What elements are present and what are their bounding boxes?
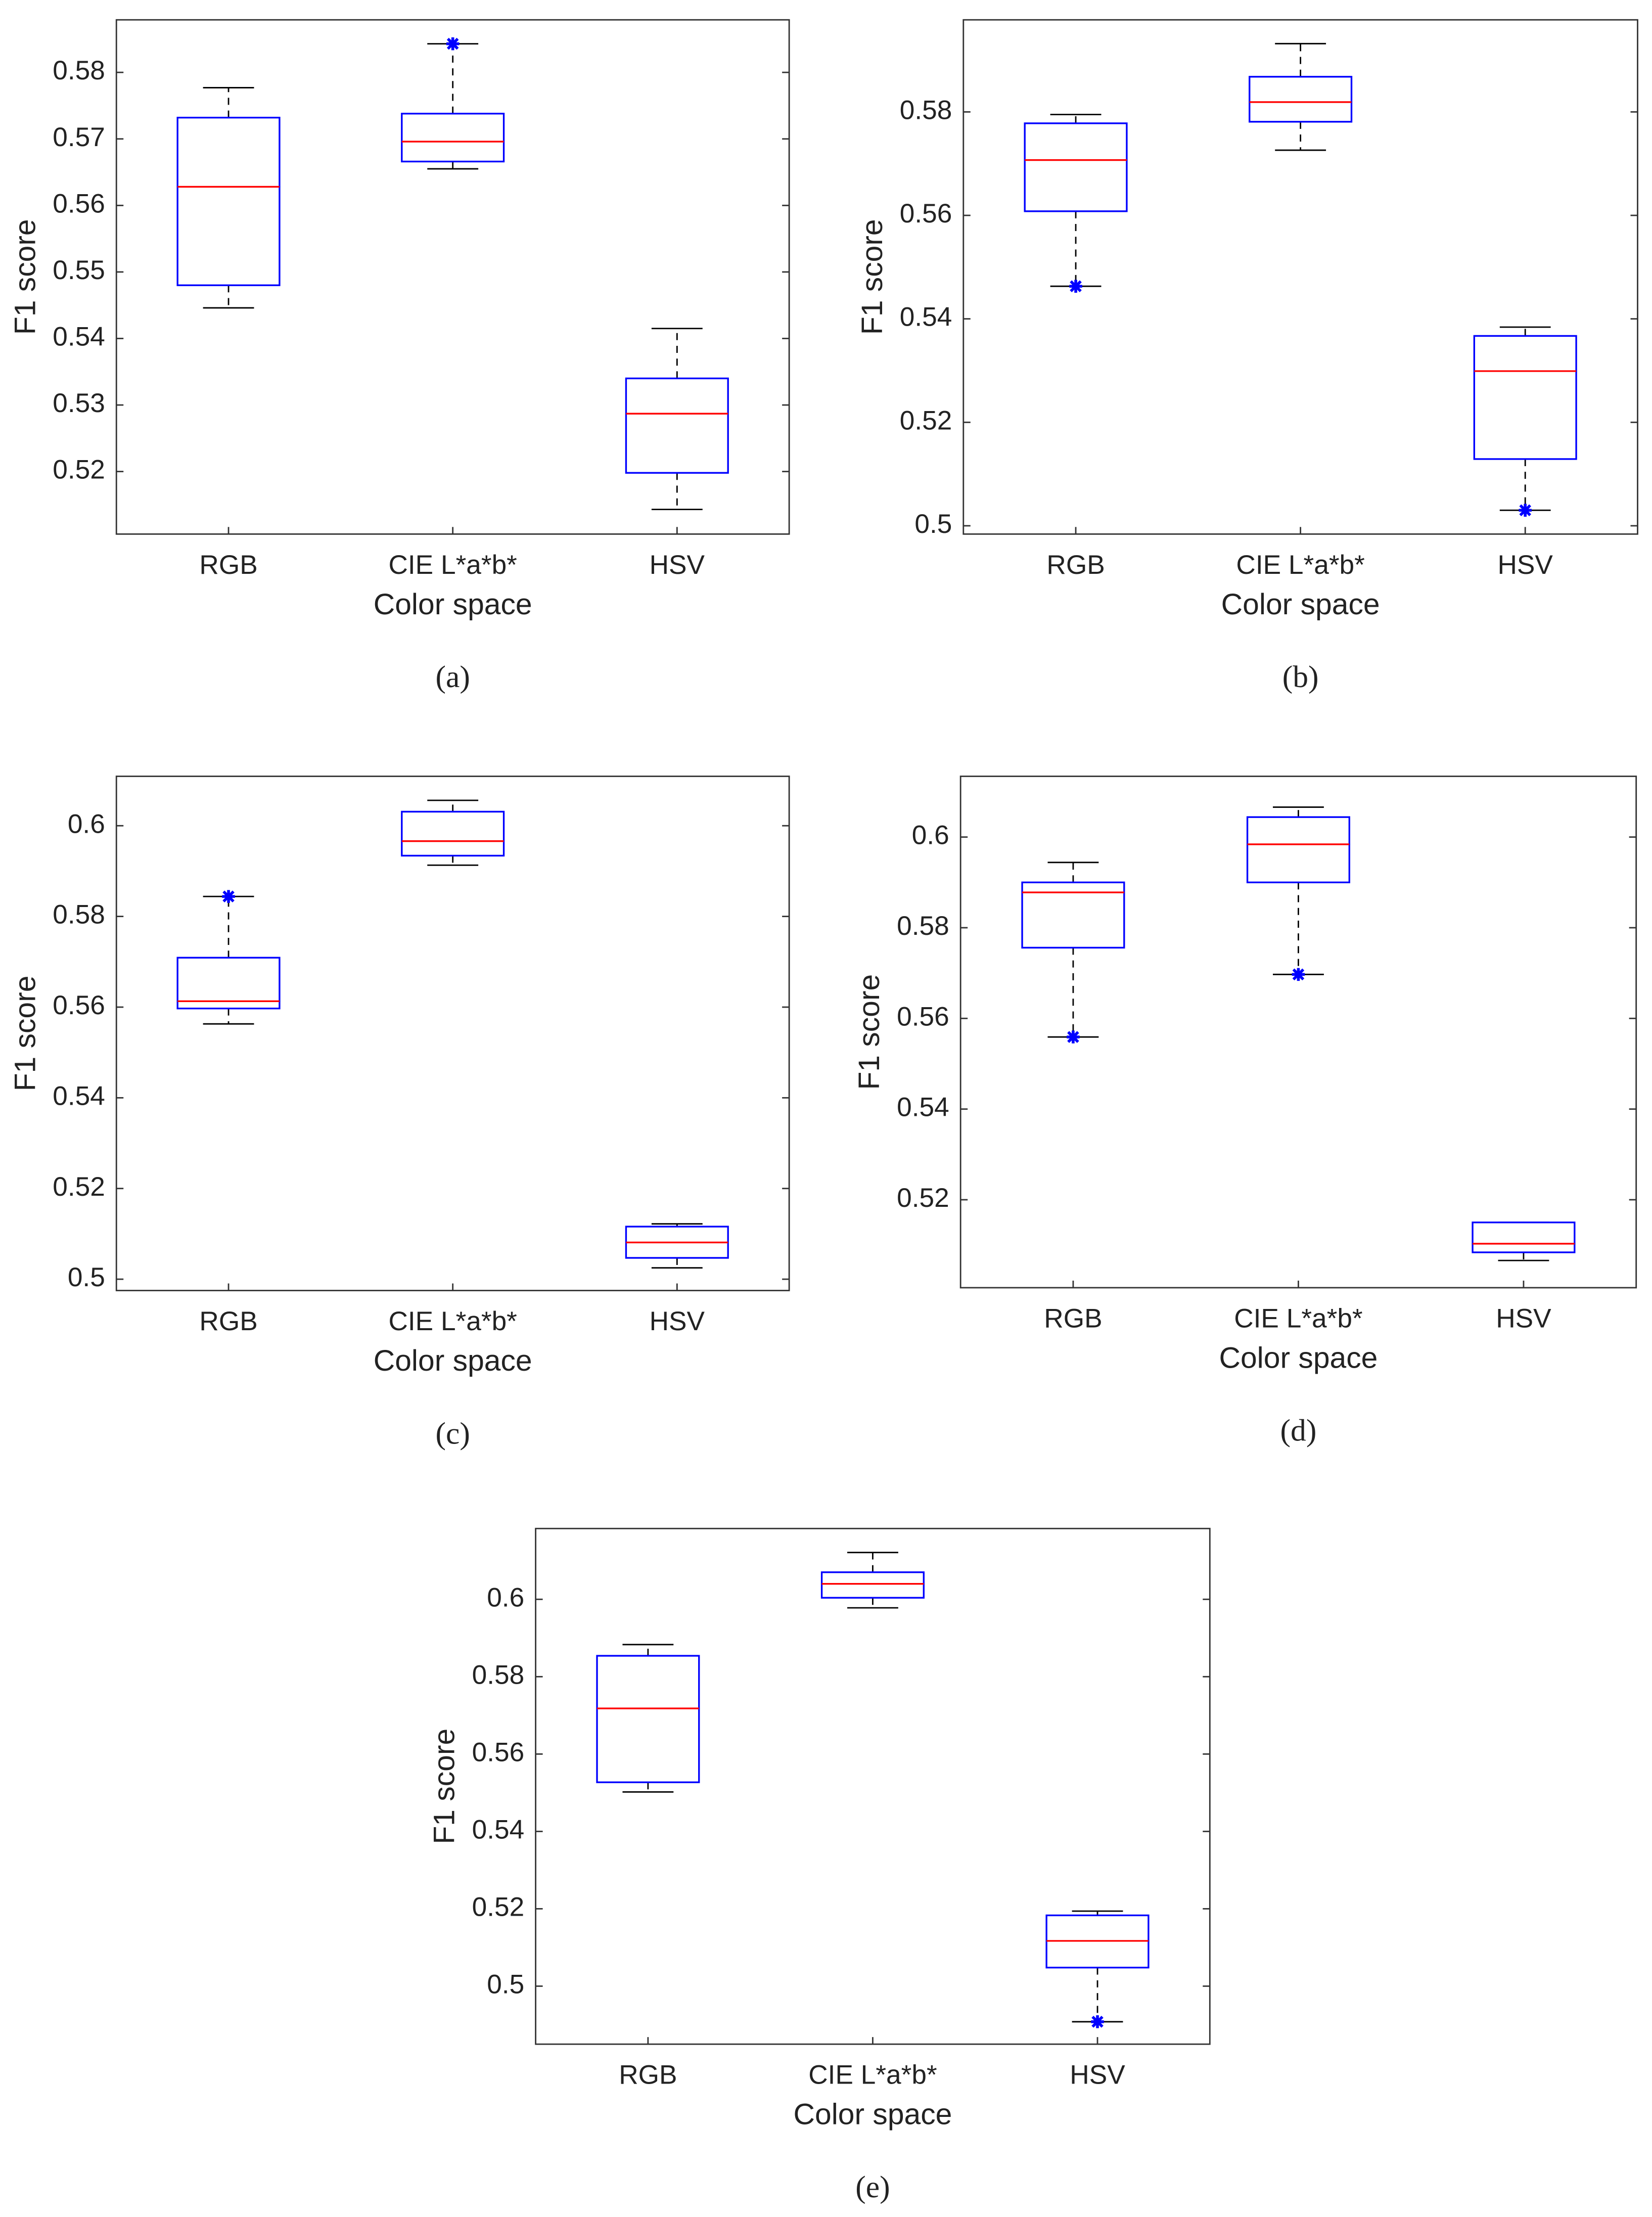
outlier (1519, 504, 1532, 517)
plot-frame (115, 776, 790, 1291)
caption: (c) (435, 1416, 470, 1451)
y-axis-label: F1 score (428, 1729, 461, 1844)
outlier (222, 890, 235, 903)
box (1472, 1221, 1576, 1253)
box (401, 113, 505, 163)
x-tick-label: RGB (1046, 550, 1105, 580)
x-tick-label: CIE L*a*b* (1236, 550, 1364, 580)
box (820, 1571, 925, 1599)
y-tick-label: 0.52 (900, 405, 952, 435)
caption: (e) (855, 2170, 890, 2204)
y-axis-label: F1 score (9, 219, 41, 335)
x-tick-label: HSV (650, 550, 705, 580)
y-tick-label: 0.53 (53, 388, 105, 418)
y-tick-label: 0.52 (472, 1892, 525, 1922)
outlier (1069, 280, 1082, 293)
y-tick-label: 0.56 (900, 199, 952, 229)
caption: (d) (1280, 1414, 1317, 1448)
box (1024, 122, 1128, 212)
outlier (1067, 1030, 1080, 1044)
y-axis-label: F1 score (9, 976, 41, 1092)
box (596, 1655, 700, 1783)
y-tick-label: 0.58 (897, 911, 949, 941)
box (1021, 881, 1125, 949)
caption: (a) (435, 660, 470, 694)
y-tick-label: 0.56 (472, 1737, 525, 1767)
panel: 0.52 0.54 0.56 0.58 0.6 RGB CIE L*a*b* HSV Color… (853, 776, 1637, 1448)
x-tick-label: CIE L*a*b* (388, 1306, 517, 1336)
x-tick-label: RGB (1044, 1303, 1102, 1333)
x-axis-label: Color space (374, 588, 532, 621)
x-tick-label: HSV (650, 1306, 705, 1336)
box (401, 810, 505, 857)
outlier (1292, 968, 1305, 981)
y-tick-label: 0.58 (53, 56, 105, 85)
panel: 0.5 0.52 0.54 0.56 0.58 0.6 RGB CIE L*a*b* HSV Co… (9, 776, 790, 1451)
box (1249, 76, 1353, 123)
y-tick-label: 0.56 (897, 1002, 949, 1031)
y-tick-label: 0.6 (912, 821, 949, 850)
x-tick-label: HSV (1496, 1303, 1551, 1333)
plot-frame (959, 776, 1637, 1289)
box (176, 116, 281, 286)
y-tick-label: 0.52 (53, 1172, 105, 1202)
y-tick-label: 0.52 (897, 1183, 949, 1213)
box (176, 957, 281, 1010)
panel: 0.5 0.52 0.54 0.56 0.58 0.6 RGB CIE L*a*b* HSV Co… (428, 1527, 1211, 2204)
y-tick-label: 0.55 (53, 255, 105, 285)
y-tick-label: 0.5 (68, 1262, 105, 1292)
x-tick-label: CIE L*a*b* (388, 550, 517, 580)
x-tick-label: RGB (619, 2060, 677, 2090)
y-tick-label: 0.54 (900, 302, 952, 332)
y-tick-label: 0.54 (53, 1081, 105, 1111)
x-tick-label: RGB (199, 1306, 257, 1336)
x-axis-label: Color space (374, 1344, 532, 1377)
box (1473, 335, 1577, 460)
x-axis-label: Color space (1221, 588, 1380, 621)
box (625, 377, 729, 474)
x-tick-label: CIE L*a*b* (808, 2060, 937, 2090)
caption: (b) (1282, 660, 1319, 694)
plot-frame (962, 19, 1638, 535)
panel: 0.52 0.53 0.54 0.55 0.56 0.57 0.58 RGB CIE L*a*b… (9, 19, 790, 694)
y-tick-label: 0.54 (53, 322, 105, 352)
y-tick-label: 0.6 (487, 1582, 524, 1612)
y-tick-label: 0.58 (53, 900, 105, 930)
x-tick-label: HSV (1497, 550, 1553, 580)
x-tick-label: RGB (199, 550, 257, 580)
y-tick-label: 0.57 (53, 122, 105, 152)
outlier (1091, 2015, 1104, 2028)
y-tick-label: 0.54 (897, 1093, 949, 1122)
y-tick-label: 0.5 (487, 1969, 524, 1999)
x-axis-label: Color space (1219, 1341, 1378, 1374)
outlier (446, 37, 460, 51)
y-axis-label: F1 score (853, 974, 886, 1090)
x-axis-label: Color space (794, 2098, 952, 2131)
x-tick-label: CIE L*a*b* (1234, 1303, 1362, 1333)
y-tick-label: 0.56 (53, 990, 105, 1020)
y-tick-label: 0.56 (53, 189, 105, 218)
y-tick-label: 0.5 (914, 509, 952, 539)
y-axis-label: F1 score (856, 219, 889, 335)
panel: 0.5 0.52 0.54 0.56 0.58 RGB CIE L*a*b* HSV Color… (856, 19, 1638, 694)
y-tick-label: 0.52 (53, 455, 105, 485)
box (1246, 816, 1350, 883)
y-tick-label: 0.58 (472, 1660, 525, 1690)
y-tick-label: 0.54 (472, 1815, 525, 1844)
y-tick-label: 0.6 (68, 809, 105, 839)
x-tick-label: HSV (1070, 2060, 1125, 2090)
y-tick-label: 0.58 (900, 95, 952, 125)
